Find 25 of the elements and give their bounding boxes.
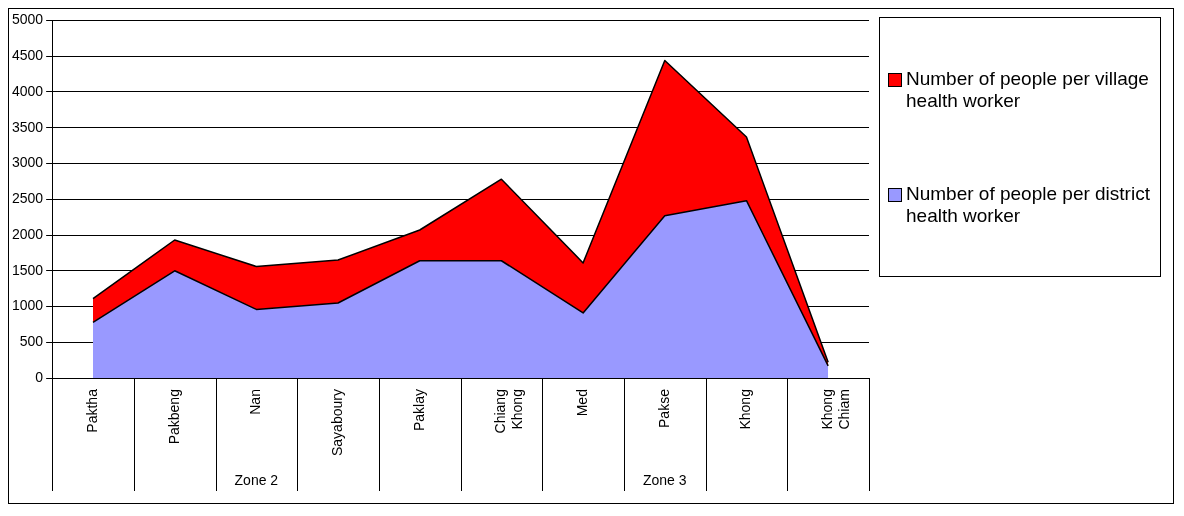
y-tick-label: 500: [19, 333, 44, 350]
x-tick-label: Paktha: [83, 388, 100, 433]
y-tick-label: 2000: [11, 225, 44, 242]
y-tick-label: 1500: [11, 261, 44, 278]
legend-label: Number of people per district health worker: [906, 182, 1151, 227]
y-tick-label: 3500: [11, 118, 44, 135]
x-tick-label: Khong Chiam: [819, 389, 852, 430]
x-tick-label: Pakbeng: [165, 389, 182, 445]
x-tick-label: Khong: [737, 389, 754, 430]
text: Zone 2: [234, 472, 279, 488]
y-tick-label: 5000: [11, 11, 44, 28]
x-tick-label: Nan: [247, 389, 264, 415]
y-tick-label: 4000: [11, 82, 44, 99]
x-tick-label: Paklay: [410, 389, 427, 432]
y-tick-label: 1000: [11, 297, 44, 314]
x-tick-label: Pakse: [655, 388, 672, 428]
y-tick-label: 0: [35, 368, 44, 385]
x-tick-label: Chiang Khong: [492, 389, 526, 434]
y-tick-label: 2500: [11, 190, 44, 207]
y-tick-label: 3000: [11, 154, 44, 171]
legend-label: Number of people per village health worker: [906, 67, 1150, 112]
x-tick-label: Sayaboury: [328, 389, 345, 457]
x-tick-label: Med: [573, 389, 590, 417]
text: Zone 3: [642, 472, 687, 488]
y-tick-label: 4500: [11, 47, 44, 64]
